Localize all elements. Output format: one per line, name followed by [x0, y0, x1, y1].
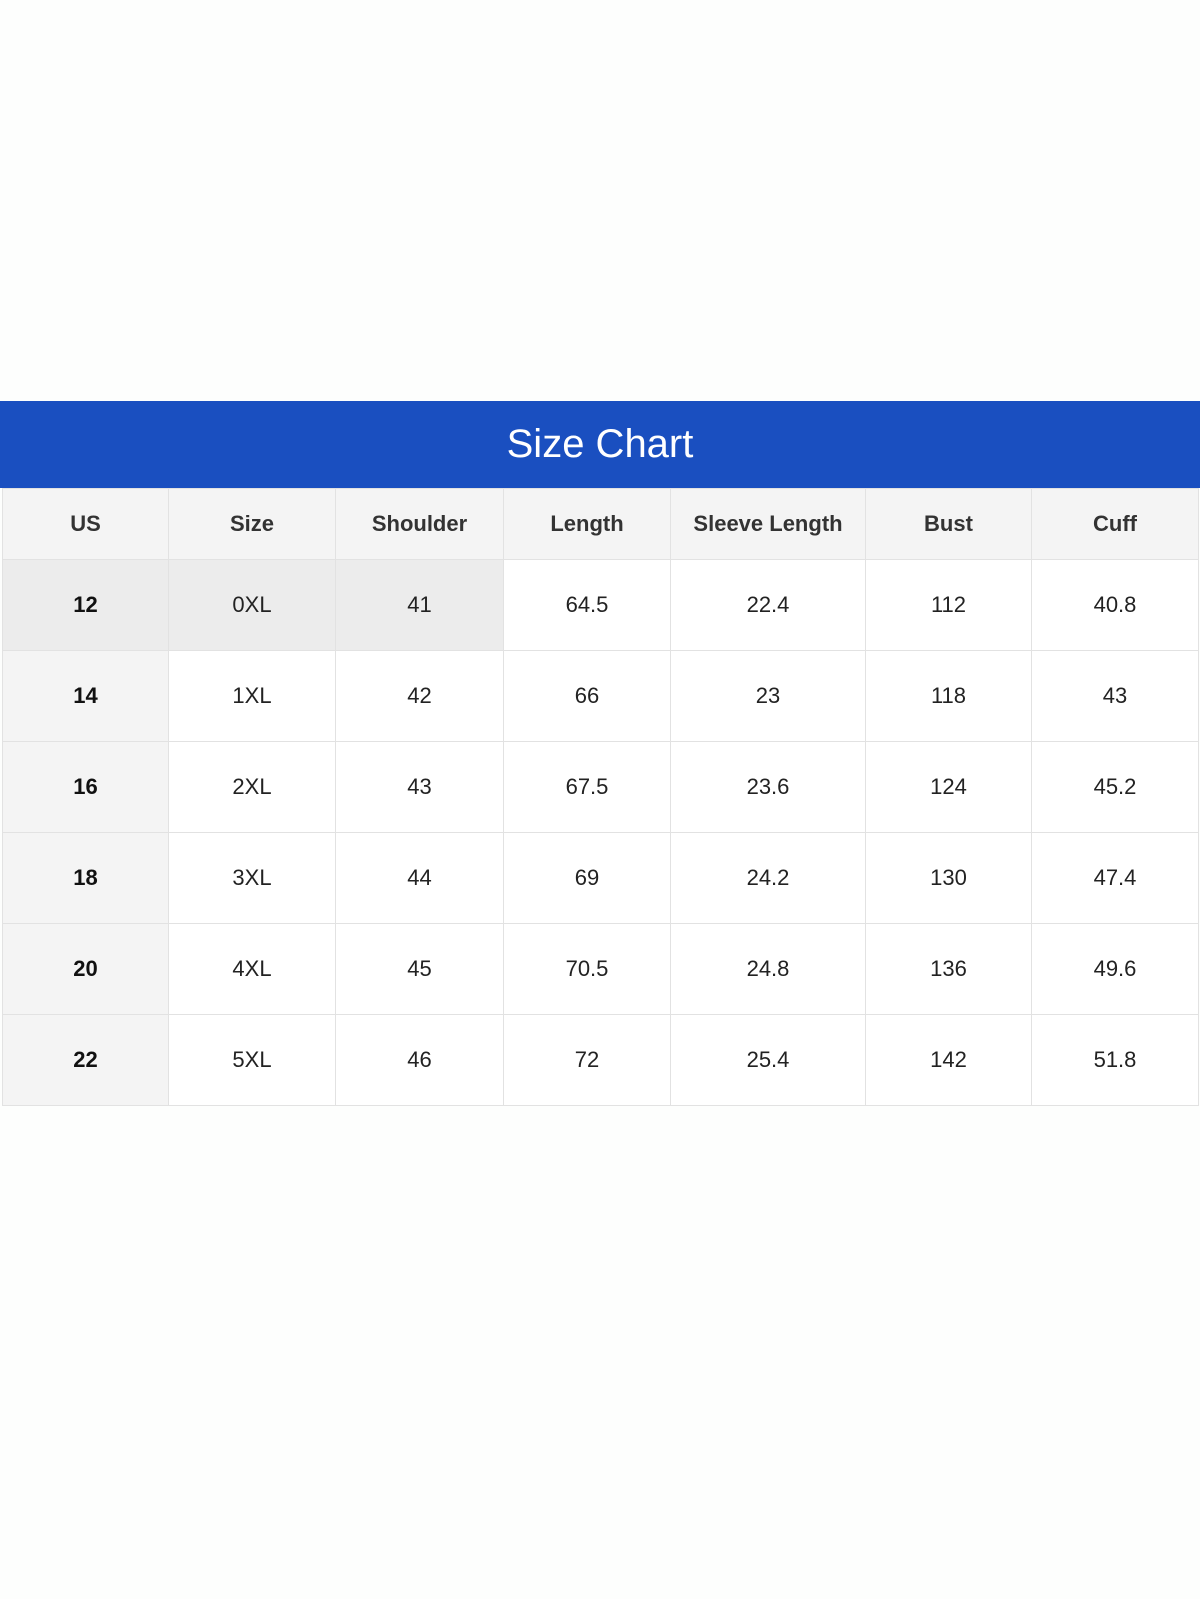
table-cell: 0XL	[168, 559, 336, 651]
table-row: 12 0XL 41 64.5 22.4 112 40.8	[2, 559, 1199, 651]
table-cell: 3XL	[168, 832, 336, 924]
table-cell: 23.6	[670, 741, 866, 833]
table-cell: 41	[335, 559, 504, 651]
table-cell: 49.6	[1031, 923, 1199, 1015]
table-cell: 70.5	[503, 923, 671, 1015]
size-table: US Size Shoulder Length Sleeve Length Bust Cuf…	[2, 488, 1199, 1106]
table-cell: 45.2	[1031, 741, 1199, 833]
column-header: Bust	[865, 488, 1032, 560]
table-cell: 25.4	[670, 1014, 866, 1106]
table-cell: 23	[670, 650, 866, 742]
table-row: 14 1XL 42 66 23 118 43	[2, 650, 1199, 742]
table-cell: 130	[865, 832, 1032, 924]
table-cell: 44	[335, 832, 504, 924]
column-header: Cuff	[1031, 488, 1199, 560]
table-cell: 22	[2, 1014, 169, 1106]
table-cell: 112	[865, 559, 1032, 651]
table-cell: 14	[2, 650, 169, 742]
table-row: 20 4XL 45 70.5 24.8 136 49.6	[2, 923, 1199, 1015]
table-cell: 43	[335, 741, 504, 833]
table-cell: 24.2	[670, 832, 866, 924]
table-row: 22 5XL 46 72 25.4 142 51.8	[2, 1014, 1199, 1106]
table-cell: 64.5	[503, 559, 671, 651]
table-cell: 12	[2, 559, 169, 651]
table-row: 16 2XL 43 67.5 23.6 124 45.2	[2, 741, 1199, 833]
column-header: US	[2, 488, 169, 560]
table-cell: 46	[335, 1014, 504, 1106]
table-cell: 69	[503, 832, 671, 924]
table-cell: 5XL	[168, 1014, 336, 1106]
table-cell: 40.8	[1031, 559, 1199, 651]
column-header: Shoulder	[335, 488, 504, 560]
table-cell: 2XL	[168, 741, 336, 833]
column-header: Length	[503, 488, 671, 560]
table-cell: 66	[503, 650, 671, 742]
table-cell: 20	[2, 923, 169, 1015]
table-cell: 142	[865, 1014, 1032, 1106]
header-row: US Size Shoulder Length Sleeve Length Bust Cuf…	[2, 488, 1199, 560]
table-cell: 51.8	[1031, 1014, 1199, 1106]
title-banner: Size Chart	[0, 401, 1200, 488]
table-cell: 47.4	[1031, 832, 1199, 924]
table-cell: 136	[865, 923, 1032, 1015]
table-cell: 22.4	[670, 559, 866, 651]
table-row: 18 3XL 44 69 24.2 130 47.4	[2, 832, 1199, 924]
table-cell: 4XL	[168, 923, 336, 1015]
table-cell: 124	[865, 741, 1032, 833]
table-cell: 24.8	[670, 923, 866, 1015]
table-cell: 43	[1031, 650, 1199, 742]
table-cell: 18	[2, 832, 169, 924]
table-cell: 16	[2, 741, 169, 833]
column-header: Sleeve Length	[670, 488, 866, 560]
table-cell: 72	[503, 1014, 671, 1106]
table-cell: 118	[865, 650, 1032, 742]
table-cell: 1XL	[168, 650, 336, 742]
column-header: Size	[168, 488, 336, 560]
table-cell: 45	[335, 923, 504, 1015]
table-cell: 67.5	[503, 741, 671, 833]
table-cell: 42	[335, 650, 504, 742]
